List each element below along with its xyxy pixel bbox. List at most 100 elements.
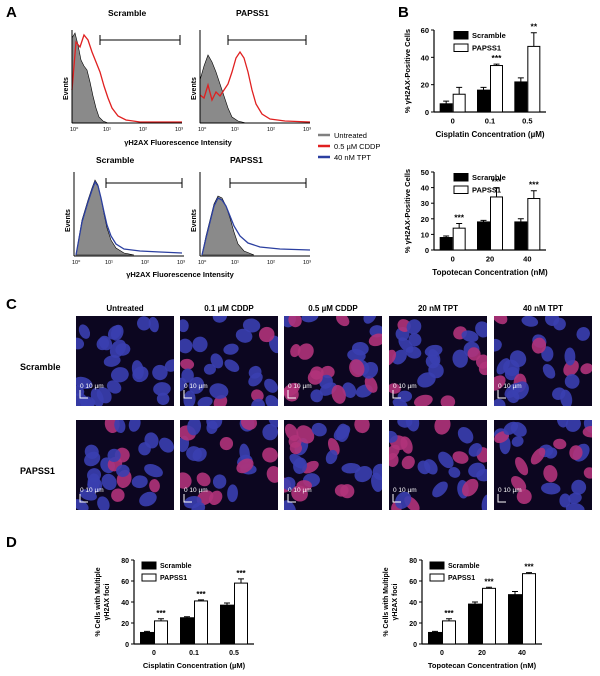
nucleus [180,319,189,333]
histogram-cddp-line [199,50,311,123]
col-header-cddp-05: 0.5 µM CDDP [308,304,358,313]
d-right-bar-papss1 [522,573,536,645]
nucleus [424,344,443,357]
nucleus [476,468,487,482]
b-top-error-bar [530,32,537,47]
scale-bar-label: 0 10 µm [393,383,417,390]
svg-text:10⁰: 10⁰ [70,126,79,133]
nucleus [186,446,202,461]
nucleus [227,484,238,503]
nucleus [284,476,296,491]
nucleus-foci [251,389,264,402]
b-bottom-bar-papss1 [490,196,503,251]
histogram-top-right [199,30,311,124]
nucleus-foci [291,485,308,502]
svg-text:10³: 10³ [303,260,311,266]
b-top-xtick-label: 0.1 [485,117,495,126]
b-bottom-ytick-label: 30 [421,199,429,208]
panel-letter-d: D [6,534,17,551]
nucleus [206,420,218,435]
micrograph-papss1-3: 0 10 µm [389,420,487,510]
d-left-bar-papss1 [154,620,168,645]
d-right-xtick-label: 20 [478,650,486,657]
nucleus [76,337,85,350]
nucleus [192,336,208,353]
b-bottom-error-bar [443,235,450,238]
d-left-legend-label: PAPSS1 [160,575,187,582]
panel-letter-b: B [398,4,409,21]
b-bottom-error-bar [480,219,487,222]
nucleus [212,316,228,323]
nucleus-foci [111,488,125,502]
d-right-error-bar [486,586,492,589]
d-right-error-bar [526,572,532,574]
nucleus [461,330,479,343]
histogram-tpt-line [201,197,311,256]
b-bottom-ytick-label: 0 [425,246,429,255]
b-bottom-xtick-label: 20 [486,255,494,264]
histogram-ticks-bottom-left: 10⁰ 10¹ 10² 10³ [72,259,185,266]
b-bottom-bar-scramble [439,237,453,251]
d-left-bar-scramble [180,617,194,645]
nucleus-foci [515,457,529,476]
nucleus [494,398,506,406]
svg-text:10⁰: 10⁰ [72,259,81,266]
b-bottom-error-bar [493,187,500,197]
nucleus [564,374,580,389]
nucleus-foci [310,366,324,380]
d-right-xtick-label: 0 [440,650,444,657]
d-right-error-bar [512,591,518,595]
d-right-bar-scramble [468,603,482,645]
nucleus [268,420,278,428]
nucleus-foci [336,316,350,327]
d-left-bar-scramble [220,604,234,645]
nucleus-foci [262,447,278,463]
b-top-ytick-label: 60 [421,26,429,35]
nucleus-foci [494,316,508,325]
nucleus [152,364,168,381]
b-bottom-error-bar [517,218,524,222]
nucleus [511,436,524,447]
nucleus [188,376,205,394]
nucleus [432,481,448,498]
nucleus [209,383,229,399]
b-bottom-error-bar [456,222,463,229]
col-header-untreated: Untreated [106,304,144,313]
nucleus-foci [462,478,479,497]
legend-label-cddp: 0.5 µM CDDP [334,142,380,151]
b-top-ylabel: % γH2AX-Positive Cells [403,29,412,113]
d-left-error-bar [184,616,190,618]
b-bottom-xlabel: Topotecan Concentration (nM) [432,268,548,277]
b-top-ytick-label: 20 [421,81,429,90]
nucleus [408,333,422,347]
d-left-xlabel: Cisplatin Concentration (µM) [143,661,246,670]
b-bottom-bar-scramble [514,221,528,251]
nucleus-foci [389,383,401,394]
nucleus [180,377,187,392]
svg-text:10³: 10³ [177,260,185,266]
svg-text:10¹: 10¹ [231,127,239,133]
nucleus-foci [266,466,278,483]
nucleus [361,361,379,379]
nucleus [341,463,361,474]
micrograph-papss1-4: 0 10 µm [494,420,592,510]
nucleus [372,463,382,481]
histogram-title-scramble-bottom: Scramble [96,155,135,165]
svg-text:10²: 10² [141,260,149,266]
nucleus [224,359,240,372]
nucleus-foci [364,376,378,393]
nucleus [183,390,196,406]
nucleus-foci [467,347,481,361]
nucleus [137,316,151,331]
d-left-bar-scramble [140,631,154,645]
nucleus [457,427,474,444]
nucleus [468,443,483,457]
nucleus [503,421,519,435]
nucleus [481,494,487,510]
scale-bar-label: 0 10 µm [184,487,208,494]
nucleus [301,316,319,323]
micrograph-papss1-0: 0 10 µm [76,420,174,510]
nucleus [448,467,461,478]
nucleus [568,492,582,504]
micrograph-papss1-2: 0 10 µm [284,420,382,510]
